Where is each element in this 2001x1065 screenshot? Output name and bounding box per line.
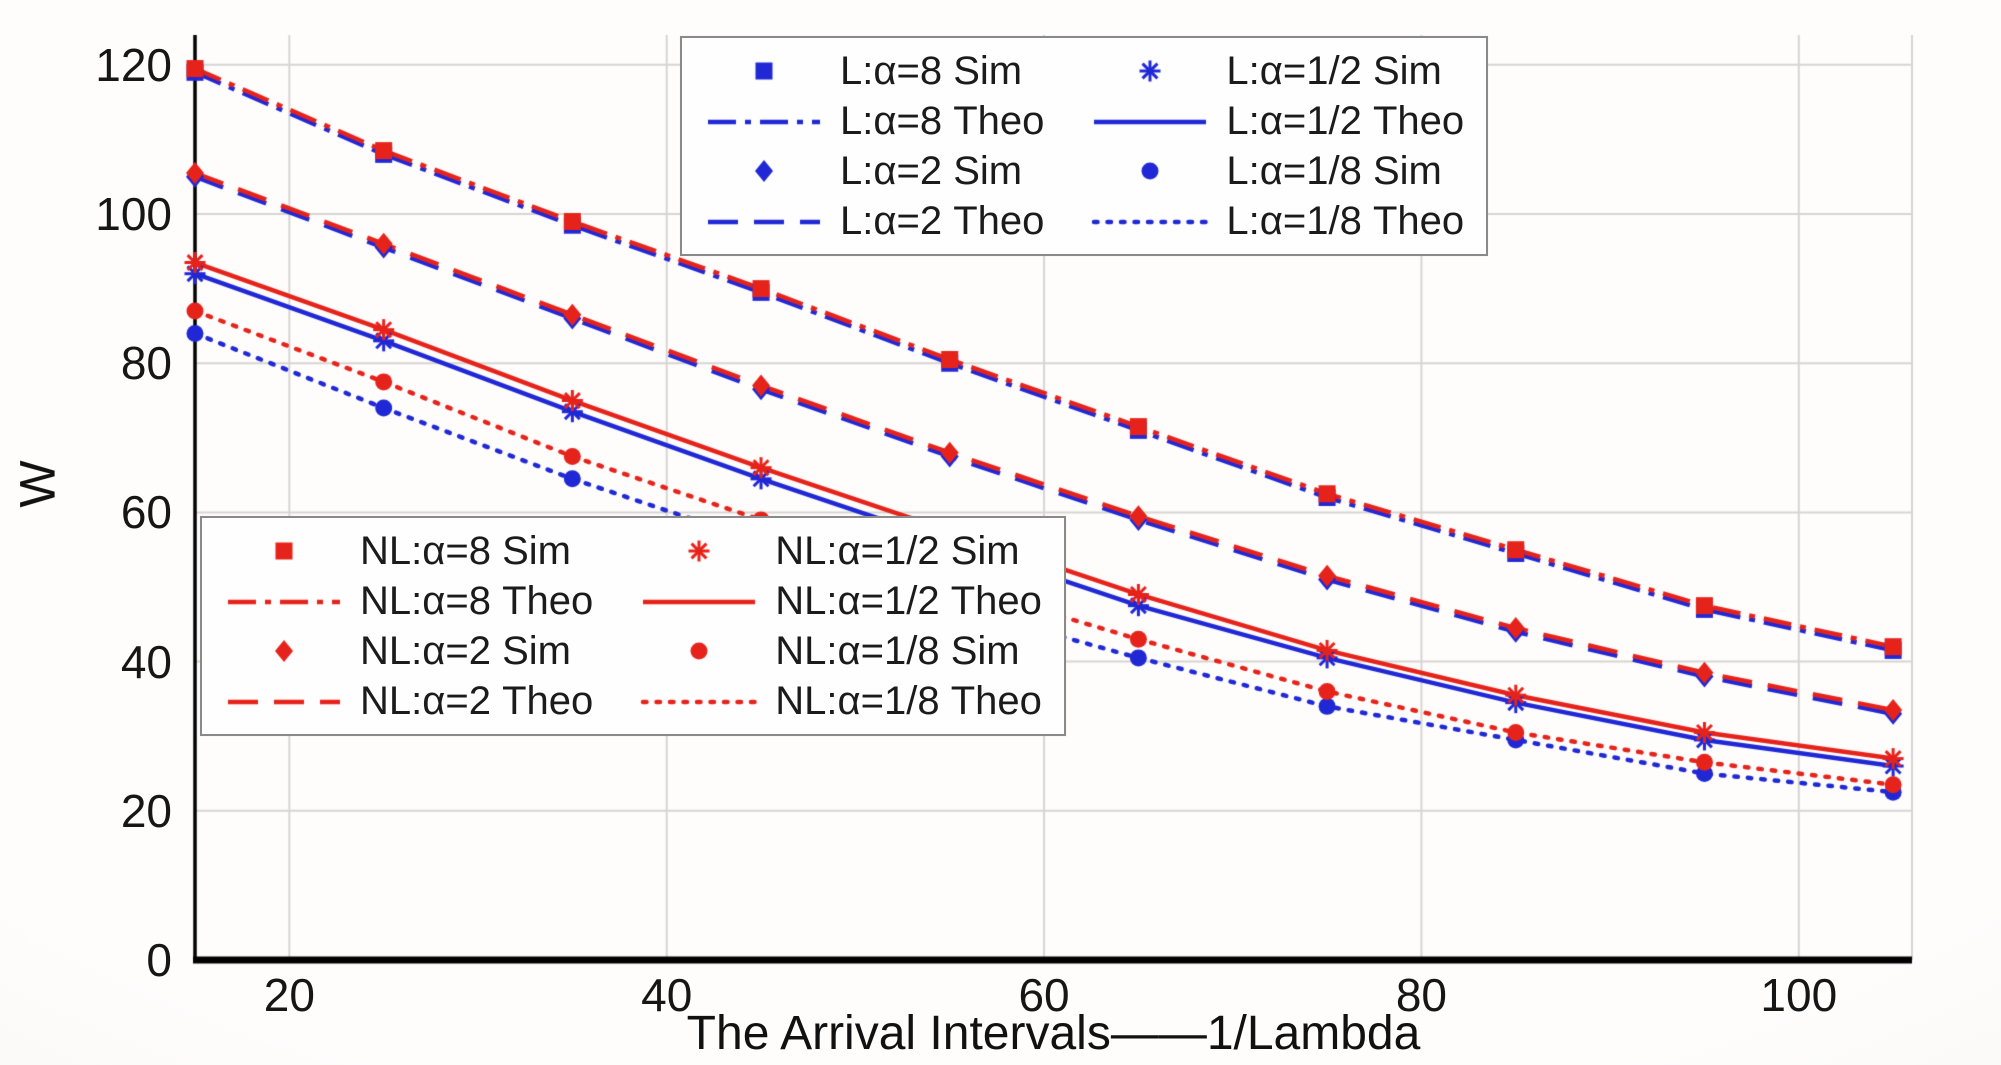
legend-marker-sample bbox=[639, 629, 760, 673]
x-tick-label: 20 bbox=[263, 969, 315, 1021]
legend-line-sample bbox=[224, 679, 344, 723]
legend-marker-sample bbox=[224, 629, 344, 673]
y-tick-label: 80 bbox=[120, 337, 172, 390]
legend-L: L:α=8 Sim L:α=1/2 Sim L:α=8 Theo L:α=1/2 Th… bbox=[680, 36, 1489, 256]
legend-entry-label: NL:α=1/2 Sim bbox=[775, 529, 1020, 573]
legend-line-sample bbox=[704, 99, 824, 143]
legend-line-sample bbox=[639, 679, 760, 723]
legend-entry-label: NL:α=1/2 Theo bbox=[775, 579, 1042, 623]
legend-entry-label: L:α=1/8 Theo bbox=[1226, 199, 1465, 243]
legend-entry-label: L:α=1/8 Sim bbox=[1226, 149, 1442, 193]
legend-line-sample bbox=[639, 579, 760, 623]
legend-marker-sample bbox=[639, 529, 760, 573]
legend-entry-label: L:α=8 Theo bbox=[840, 99, 1045, 143]
legend-entry-label: L:α=2 Sim bbox=[840, 149, 1023, 193]
legend-entry: L:α=8 Theo bbox=[704, 98, 1044, 144]
legend-entry-label: L:α=1/2 Sim bbox=[1226, 49, 1442, 93]
legend-entry: NL:α=2 Sim bbox=[224, 628, 593, 674]
legend-line-sample bbox=[224, 579, 344, 623]
legend-entry-label: NL:α=1/8 Theo bbox=[775, 679, 1042, 723]
x-tick-label: 60 bbox=[1018, 969, 1070, 1021]
legend-entry: NL:α=1/2 Sim bbox=[639, 528, 1042, 574]
legend-marker-sample bbox=[704, 49, 824, 93]
y-tick-label: 20 bbox=[120, 784, 172, 837]
legend-entry-label: NL:α=2 Theo bbox=[360, 679, 594, 723]
x-axis-label: The Arrival Intervals——1/Lambda bbox=[686, 1007, 1421, 1060]
y-tick-label: 120 bbox=[95, 38, 172, 91]
legend-entry: NL:α=1/8 Theo bbox=[639, 678, 1042, 724]
legend-entry: L:α=1/8 Theo bbox=[1090, 198, 1464, 244]
legend-entry: L:α=1/2 Theo bbox=[1090, 98, 1464, 144]
legend-entry-label: NL:α=8 Theo bbox=[360, 579, 594, 623]
legend-line-sample bbox=[704, 199, 824, 243]
legend-marker-sample bbox=[1090, 49, 1211, 93]
legend-marker-sample bbox=[224, 529, 344, 573]
legend-entry-label: L:α=8 Sim bbox=[840, 49, 1023, 93]
legend-marker-sample bbox=[704, 149, 824, 193]
legend-entry: L:α=8 Sim bbox=[704, 48, 1044, 94]
legend-line-sample bbox=[1090, 99, 1211, 143]
y-tick-label: 100 bbox=[95, 188, 172, 241]
legend-entry: NL:α=8 Theo bbox=[224, 578, 593, 624]
legend-entry: L:α=1/2 Sim bbox=[1090, 48, 1464, 94]
y-tick-label: 60 bbox=[120, 486, 172, 539]
legend-entry: NL:α=8 Sim bbox=[224, 528, 593, 574]
legend-entry: NL:α=1/2 Theo bbox=[639, 578, 1042, 624]
legend-marker-sample bbox=[1090, 149, 1211, 193]
x-tick-label: 40 bbox=[641, 969, 693, 1021]
x-tick-label: 80 bbox=[1395, 969, 1448, 1021]
legend-entry: L:α=2 Theo bbox=[704, 198, 1044, 244]
legend-entry: L:α=2 Sim bbox=[704, 148, 1044, 194]
legend-entry: NL:α=1/8 Sim bbox=[639, 628, 1042, 674]
legend-entry-label: NL:α=2 Sim bbox=[360, 629, 571, 673]
legend-entry-label: L:α=2 Theo bbox=[840, 199, 1045, 243]
legend-entry-label: L:α=1/2 Theo bbox=[1226, 99, 1465, 143]
legend-entry: NL:α=2 Theo bbox=[224, 678, 593, 724]
legend-entry-label: NL:α=1/8 Sim bbox=[775, 629, 1020, 673]
x-tick-label: 100 bbox=[1760, 969, 1838, 1021]
legend-entry: L:α=1/8 Sim bbox=[1090, 148, 1464, 194]
y-tick-label: 0 bbox=[146, 934, 172, 986]
legend-line-sample bbox=[1090, 199, 1211, 243]
y-tick-label: 40 bbox=[120, 635, 172, 688]
legend-entry-label: NL:α=8 Sim bbox=[360, 529, 571, 573]
legend-NL: NL:α=8 Sim NL:α=1/2 Sim NL:α=8 Theo NL:α=1/… bbox=[200, 516, 1066, 736]
